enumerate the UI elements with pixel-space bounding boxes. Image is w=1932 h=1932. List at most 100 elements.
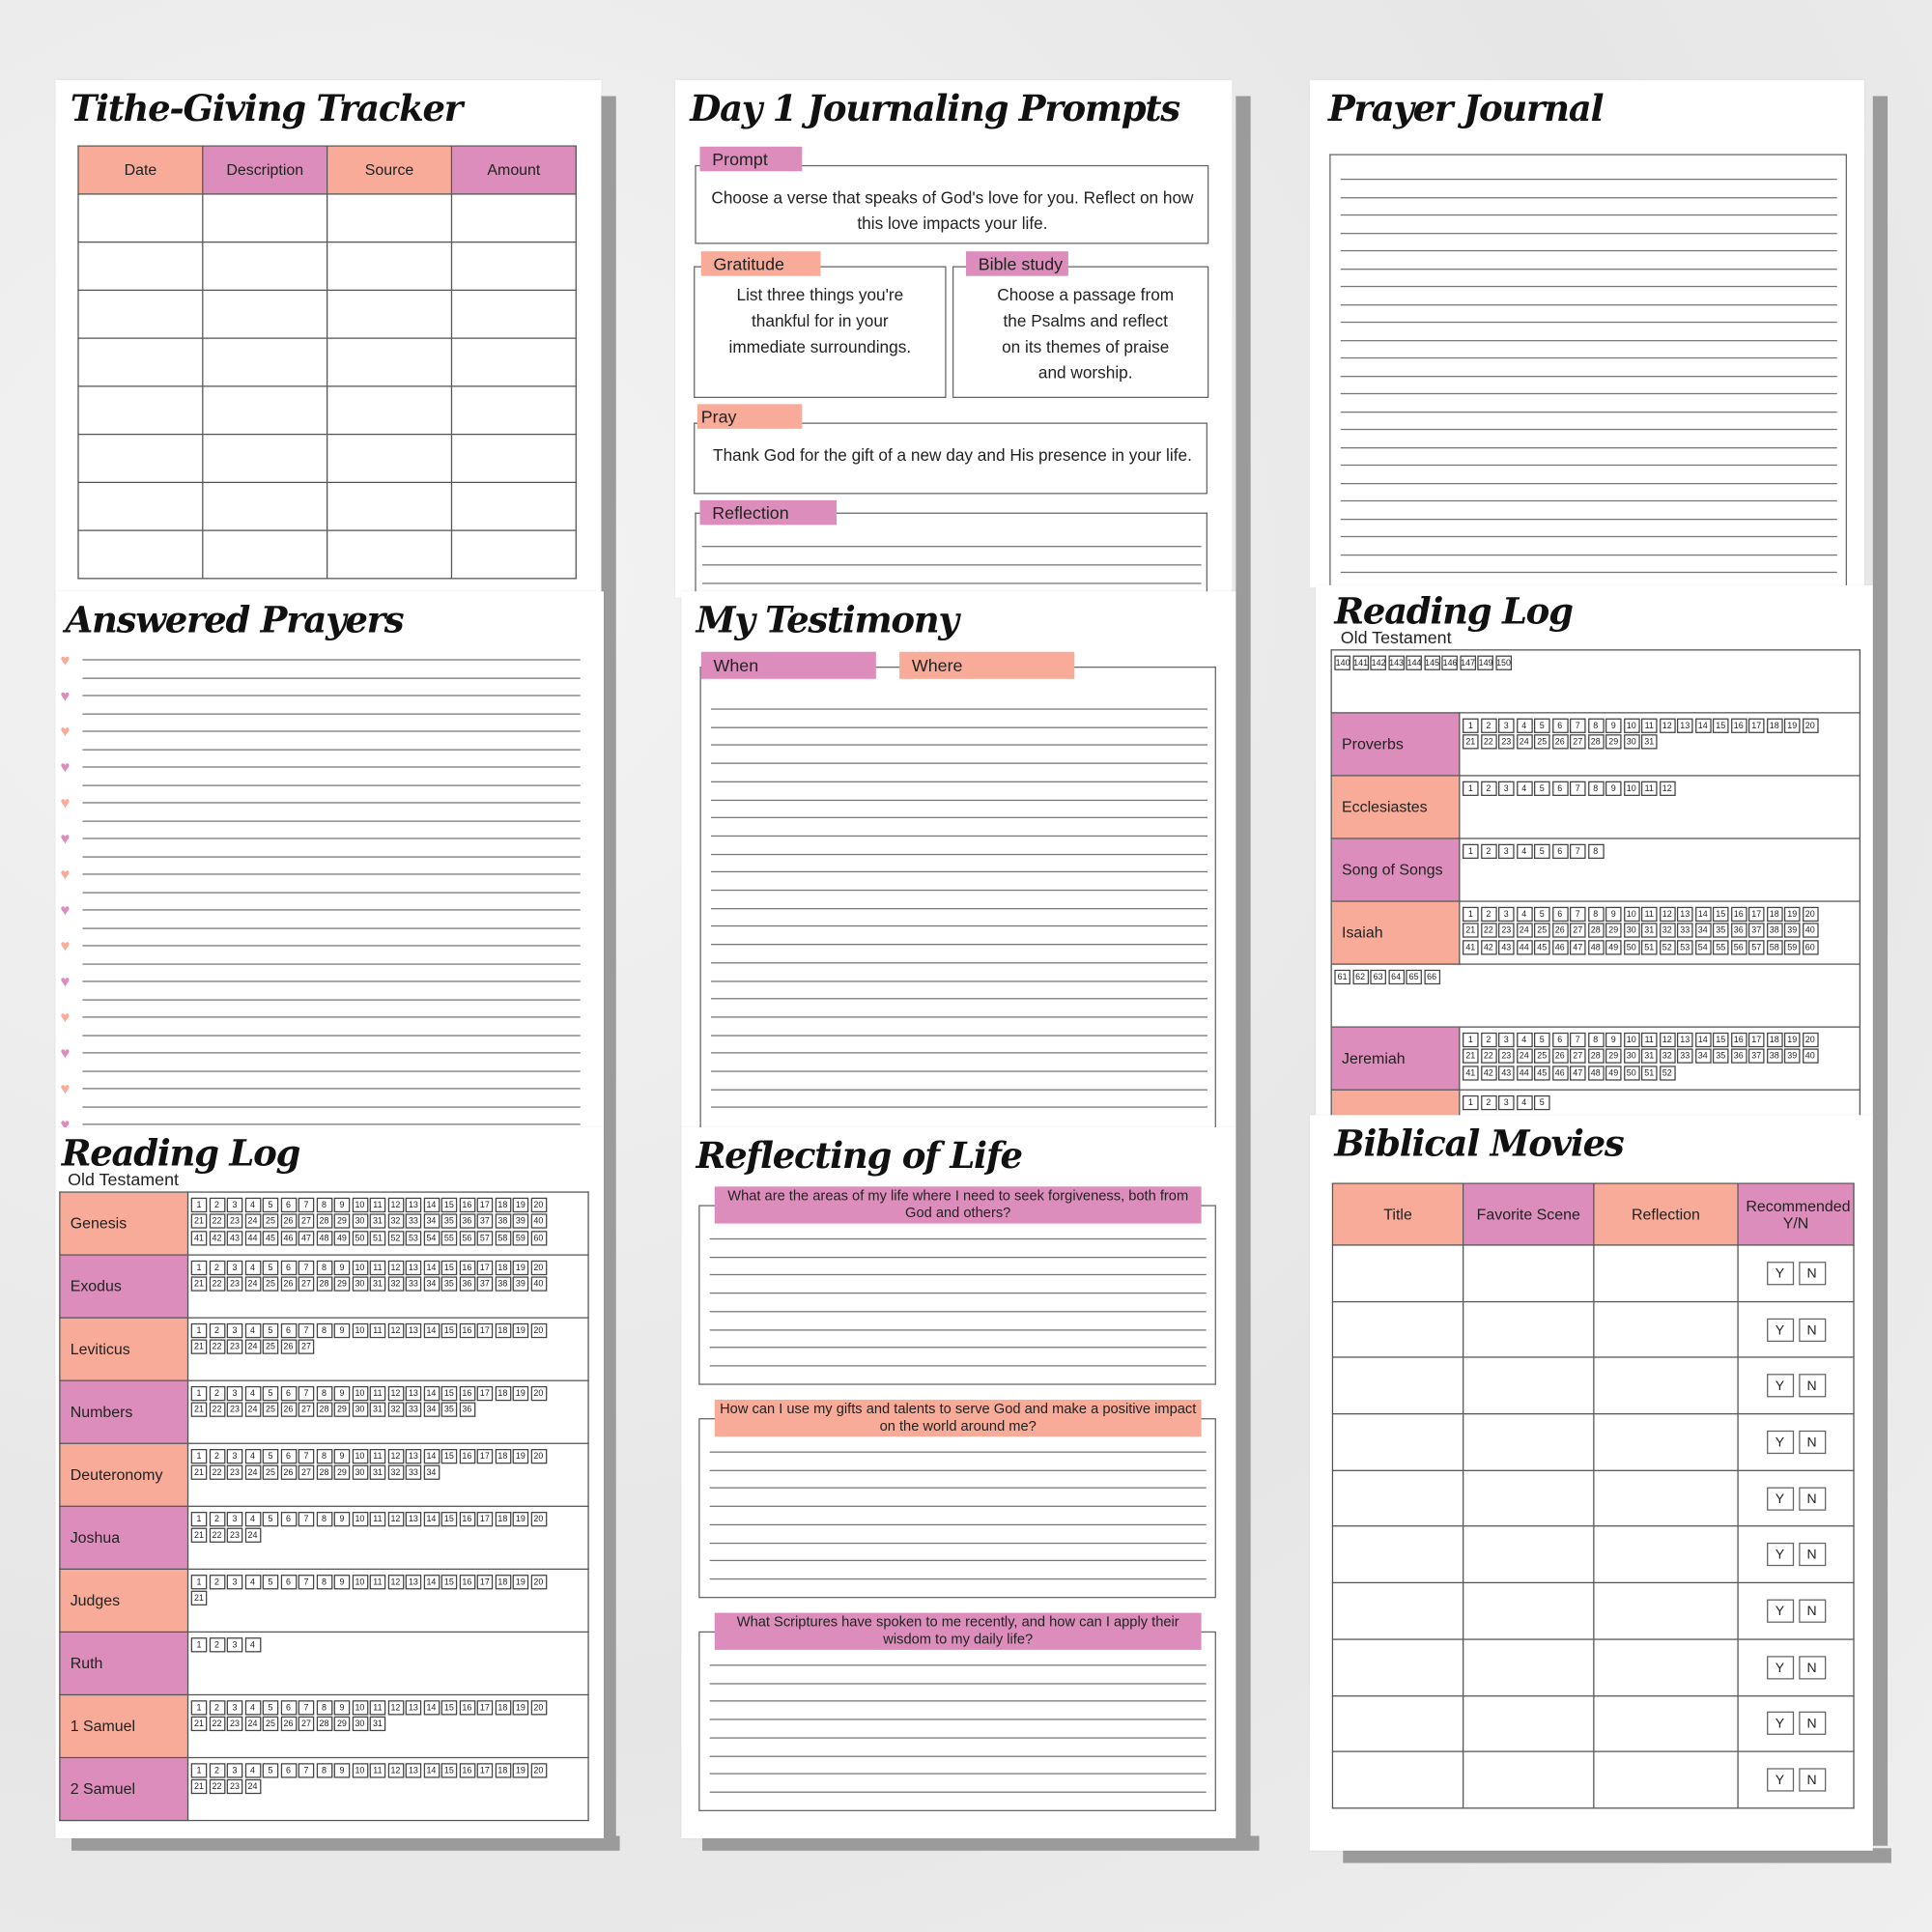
chapter-checkbox[interactable]: 8	[1587, 781, 1605, 796]
chapter-checkbox[interactable]: 8	[316, 1511, 332, 1526]
chapter-checkbox[interactable]: 3	[1498, 1032, 1515, 1047]
chapter-checkbox[interactable]: 4	[1516, 906, 1533, 922]
table-cell[interactable]	[327, 529, 453, 580]
chapter-checkbox[interactable]: 13	[1676, 717, 1693, 733]
chapter-checkbox[interactable]: 11	[369, 1574, 386, 1589]
chapter-checkbox[interactable]: 35	[1712, 1048, 1729, 1064]
chapter-checkbox[interactable]: 61	[1334, 969, 1350, 984]
chapter-checkbox[interactable]: 27	[298, 1339, 315, 1354]
chapter-checkbox[interactable]: 44	[1516, 1065, 1533, 1080]
chapter-checkbox[interactable]: 34	[423, 1464, 440, 1480]
chapter-checkbox[interactable]: 10	[1623, 717, 1640, 733]
testimony-box[interactable]	[699, 667, 1216, 1130]
chapter-checkbox[interactable]: 33	[405, 1276, 422, 1292]
chapter-checkbox[interactable]: 12	[1659, 717, 1676, 733]
chapter-checkbox[interactable]: 7	[1569, 781, 1586, 796]
chapter-checkbox[interactable]: 55	[440, 1230, 458, 1245]
chapter-checkbox[interactable]: 30	[352, 1213, 368, 1229]
chapter-checkbox[interactable]: 2	[209, 1260, 225, 1275]
chapter-checkbox[interactable]: 32	[387, 1402, 404, 1417]
chapter-checkbox[interactable]: 16	[459, 1385, 475, 1401]
chapter-checkbox[interactable]: 6	[280, 1385, 297, 1401]
chapter-checkbox[interactable]: 14	[1694, 906, 1712, 922]
chapter-checkbox[interactable]: 5	[1533, 717, 1550, 733]
chapter-checkbox[interactable]: 3	[226, 1636, 243, 1652]
chapter-checkbox[interactable]: 12	[387, 1699, 404, 1715]
chapter-checkbox[interactable]: 5	[262, 1511, 279, 1526]
chapter-checkbox[interactable]: 46	[1551, 939, 1569, 954]
chapter-checkbox[interactable]: 8	[316, 1385, 332, 1401]
chapter-checkbox[interactable]: 4	[1516, 1094, 1533, 1110]
chapter-checkbox[interactable]: 22	[1480, 734, 1497, 750]
chapter-checkbox[interactable]: 18	[495, 1260, 511, 1275]
reflection-answer-box[interactable]	[698, 1631, 1216, 1811]
chapter-checkbox[interactable]: 20	[530, 1574, 547, 1589]
chapter-checkbox[interactable]: 26	[1551, 923, 1569, 938]
chapter-checkbox[interactable]: 24	[244, 1339, 261, 1354]
chapter-checkbox[interactable]: 24	[244, 1778, 261, 1795]
chapter-checkbox[interactable]: 4	[244, 1197, 261, 1212]
chapter-checkbox[interactable]: 4	[1516, 781, 1533, 796]
chapter-checkbox[interactable]: 25	[262, 1276, 279, 1292]
chapter-checkbox[interactable]: 11	[369, 1322, 386, 1338]
chapter-checkbox[interactable]: 38	[495, 1213, 511, 1229]
table-cell[interactable]	[327, 385, 453, 436]
chapter-checkbox[interactable]: 10	[1623, 906, 1640, 922]
table-cell[interactable]	[1331, 1525, 1464, 1584]
chapter-checkbox[interactable]: 64	[1387, 969, 1405, 984]
chapter-checkbox[interactable]: 27	[298, 1716, 315, 1732]
chapter-checkbox[interactable]: 35	[440, 1402, 458, 1417]
chapter-checkbox[interactable]: 46	[280, 1230, 297, 1245]
chapter-checkbox[interactable]: 22	[1480, 923, 1497, 938]
table-cell[interactable]	[77, 193, 204, 243]
chapter-checkbox[interactable]: 7	[1569, 717, 1586, 733]
chapter-checkbox[interactable]: 6	[1551, 717, 1569, 733]
chapter-checkbox[interactable]: 51	[1640, 939, 1658, 954]
chapter-checkbox[interactable]: 15	[440, 1699, 458, 1715]
chapter-checkbox[interactable]: 17	[476, 1511, 494, 1526]
table-cell[interactable]	[450, 289, 577, 339]
chapter-checkbox[interactable]: 3	[1498, 781, 1515, 796]
chapter-checkbox[interactable]: 62	[1351, 969, 1369, 984]
chapter-checkbox[interactable]: 22	[209, 1716, 225, 1732]
table-cell[interactable]	[202, 241, 328, 292]
chapter-checkbox[interactable]: 1	[190, 1636, 208, 1652]
chapter-checkbox[interactable]: 30	[1623, 923, 1640, 938]
chapter-checkbox[interactable]: 12	[387, 1511, 404, 1526]
table-cell[interactable]	[202, 193, 328, 243]
chapter-checkbox[interactable]: 27	[298, 1464, 315, 1480]
chapter-checkbox[interactable]: 13	[1676, 906, 1693, 922]
table-cell[interactable]	[1593, 1525, 1739, 1584]
table-cell[interactable]	[202, 385, 328, 436]
chapter-checkbox[interactable]: 24	[244, 1464, 261, 1480]
chapter-checkbox[interactable]: 34	[423, 1276, 440, 1292]
chapter-checkbox[interactable]: 22	[209, 1402, 225, 1417]
chapter-checkbox[interactable]: 4	[1516, 717, 1533, 733]
chapter-checkbox[interactable]: 6	[1551, 1032, 1569, 1047]
chapter-checkbox[interactable]: 17	[476, 1574, 494, 1589]
chapter-checkbox[interactable]: 45	[262, 1230, 279, 1245]
chapter-checkbox[interactable]: 45	[1533, 939, 1550, 954]
chapter-checkbox[interactable]: 3	[226, 1574, 243, 1589]
chapter-checkbox[interactable]: 23	[226, 1464, 243, 1480]
chapter-checkbox[interactable]: 17	[1747, 906, 1765, 922]
chapter-checkbox[interactable]: 20	[530, 1322, 547, 1338]
chapter-checkbox[interactable]: 47	[298, 1230, 315, 1245]
journal-box[interactable]	[1329, 154, 1847, 592]
chapter-checkbox[interactable]: 58	[495, 1230, 511, 1245]
chapter-checkbox[interactable]: 32	[387, 1464, 404, 1480]
table-cell[interactable]	[1463, 1638, 1595, 1696]
chapter-checkbox[interactable]: 2	[209, 1699, 225, 1715]
chapter-checkbox[interactable]: 9	[1605, 906, 1622, 922]
chapter-checkbox[interactable]: 12	[387, 1260, 404, 1275]
chapter-checkbox[interactable]: 36	[1730, 1048, 1747, 1064]
chapter-checkbox[interactable]: 4	[244, 1260, 261, 1275]
chapter-checkbox[interactable]: 42	[209, 1230, 225, 1245]
chapter-checkbox[interactable]: 15	[440, 1448, 458, 1463]
chapter-checkbox[interactable]: 23	[226, 1778, 243, 1795]
chapter-checkbox[interactable]: 1	[190, 1448, 208, 1463]
chapter-checkbox[interactable]: 49	[333, 1230, 351, 1245]
chapter-checkbox[interactable]: 55	[1712, 939, 1729, 954]
chapter-checkbox[interactable]: 23	[226, 1276, 243, 1292]
chapter-checkbox[interactable]: 48	[1587, 939, 1605, 954]
